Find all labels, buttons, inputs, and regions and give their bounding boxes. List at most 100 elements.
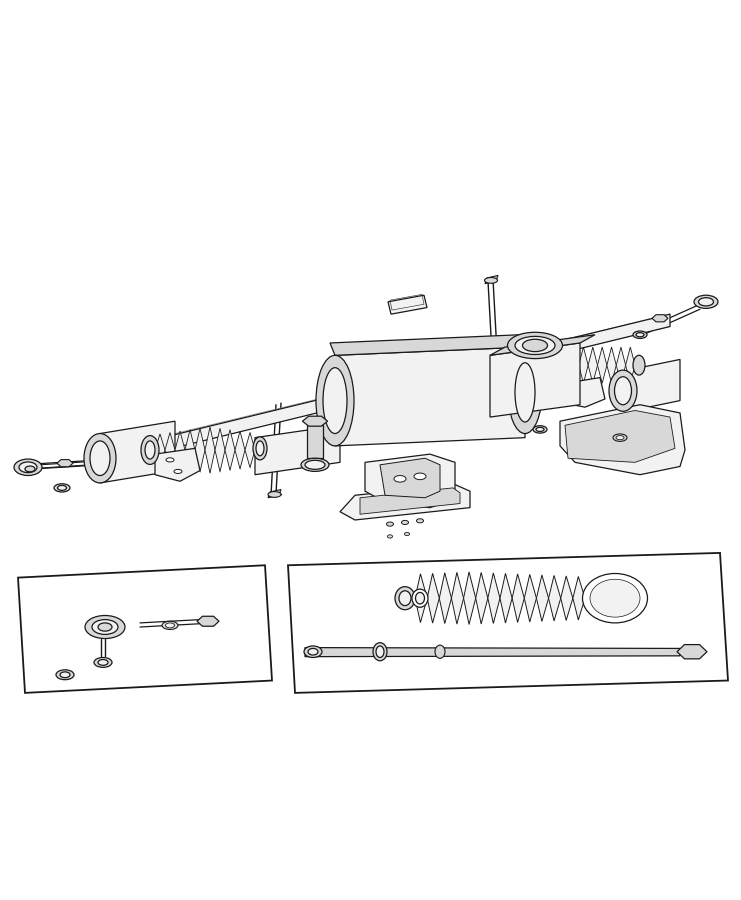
Polygon shape [215, 428, 225, 472]
Polygon shape [388, 295, 427, 314]
Polygon shape [165, 433, 175, 467]
Polygon shape [205, 427, 215, 473]
Polygon shape [607, 347, 617, 383]
Polygon shape [620, 359, 680, 413]
Polygon shape [197, 616, 219, 626]
Ellipse shape [90, 441, 110, 475]
Ellipse shape [94, 658, 112, 668]
Polygon shape [525, 574, 536, 622]
Polygon shape [302, 416, 328, 427]
Ellipse shape [405, 532, 410, 536]
Ellipse shape [699, 298, 714, 306]
Ellipse shape [141, 436, 159, 464]
Polygon shape [360, 488, 460, 514]
Polygon shape [565, 410, 675, 463]
Polygon shape [175, 431, 185, 469]
Ellipse shape [435, 645, 445, 658]
Polygon shape [500, 573, 512, 623]
Ellipse shape [508, 351, 542, 434]
Polygon shape [100, 421, 175, 483]
Ellipse shape [485, 277, 497, 284]
Polygon shape [245, 433, 255, 467]
Ellipse shape [522, 339, 548, 352]
Polygon shape [561, 576, 573, 620]
Polygon shape [185, 429, 195, 471]
Ellipse shape [305, 460, 325, 469]
Polygon shape [579, 347, 588, 383]
Ellipse shape [56, 670, 74, 680]
Ellipse shape [166, 458, 174, 462]
Ellipse shape [508, 332, 562, 358]
Polygon shape [195, 428, 205, 472]
Polygon shape [57, 460, 73, 467]
Ellipse shape [145, 441, 155, 459]
Polygon shape [485, 275, 498, 284]
Ellipse shape [633, 331, 647, 338]
Polygon shape [560, 347, 569, 383]
Polygon shape [255, 426, 340, 474]
Ellipse shape [304, 646, 322, 658]
Ellipse shape [636, 333, 644, 337]
Polygon shape [617, 347, 625, 383]
Ellipse shape [590, 580, 640, 617]
Polygon shape [536, 575, 548, 622]
Polygon shape [490, 343, 580, 417]
Polygon shape [235, 431, 245, 469]
Polygon shape [451, 572, 464, 624]
Polygon shape [307, 426, 323, 458]
Ellipse shape [316, 356, 354, 446]
Ellipse shape [301, 458, 329, 472]
Ellipse shape [54, 484, 70, 492]
Ellipse shape [165, 623, 174, 628]
Ellipse shape [387, 522, 393, 526]
Polygon shape [490, 335, 595, 356]
Ellipse shape [633, 356, 645, 375]
Ellipse shape [395, 587, 415, 609]
Ellipse shape [58, 485, 67, 490]
Polygon shape [415, 574, 427, 623]
Ellipse shape [19, 462, 37, 472]
Ellipse shape [253, 436, 267, 460]
Polygon shape [573, 577, 585, 620]
Ellipse shape [536, 428, 544, 431]
Ellipse shape [376, 646, 384, 658]
Polygon shape [488, 573, 500, 624]
Ellipse shape [414, 473, 426, 480]
Ellipse shape [416, 518, 424, 523]
Ellipse shape [174, 469, 182, 473]
Ellipse shape [613, 434, 627, 441]
Polygon shape [439, 572, 451, 624]
Polygon shape [560, 405, 685, 474]
Ellipse shape [399, 590, 411, 606]
Ellipse shape [92, 619, 118, 634]
Polygon shape [18, 565, 272, 693]
Ellipse shape [616, 436, 624, 440]
Ellipse shape [98, 623, 112, 631]
Polygon shape [268, 490, 281, 498]
Ellipse shape [308, 648, 318, 655]
Polygon shape [512, 574, 525, 623]
Polygon shape [365, 454, 455, 508]
Ellipse shape [373, 643, 387, 661]
Ellipse shape [402, 520, 408, 525]
Ellipse shape [84, 434, 116, 483]
Ellipse shape [60, 672, 70, 678]
Polygon shape [305, 648, 680, 657]
Ellipse shape [515, 337, 555, 355]
Polygon shape [427, 573, 439, 623]
Polygon shape [288, 553, 728, 693]
Ellipse shape [412, 590, 428, 608]
Ellipse shape [394, 475, 406, 482]
Polygon shape [335, 347, 525, 446]
Polygon shape [548, 575, 561, 621]
Polygon shape [155, 448, 200, 482]
Polygon shape [380, 458, 440, 498]
Polygon shape [569, 347, 579, 383]
Polygon shape [330, 335, 525, 356]
Polygon shape [597, 347, 607, 383]
Polygon shape [155, 434, 165, 466]
Ellipse shape [614, 377, 631, 405]
Polygon shape [105, 314, 670, 464]
Ellipse shape [533, 426, 547, 433]
Ellipse shape [388, 535, 393, 538]
